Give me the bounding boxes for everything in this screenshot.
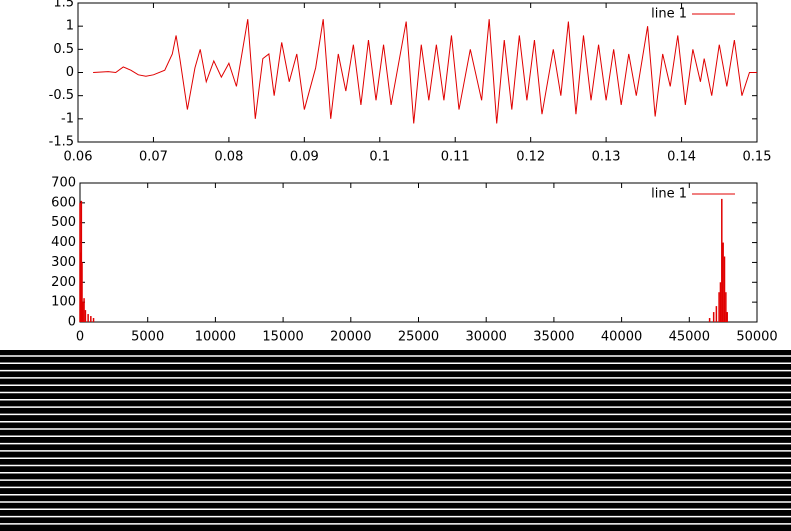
x-tick-label: 0 [76,330,84,345]
x-tick-label: 0.09 [290,150,319,165]
x-tick-label: 0.12 [516,150,545,165]
y-tick-label: 300 [51,255,76,270]
x-tick-label: 5000 [131,330,164,345]
legend-label: line 1 [651,7,687,22]
y-tick-label: 500 [51,215,76,230]
y-tick-label: 1 [66,19,74,34]
x-tick-label: 45000 [669,330,710,345]
x-tick-label: 40000 [601,330,642,345]
plot-frame [77,2,758,143]
x-tick-label: 0.13 [592,150,621,165]
x-tick-label: 0.14 [667,150,696,165]
terminal-area [0,350,791,531]
x-tick-label: 0.11 [441,150,470,165]
x-tick-label: 0.07 [139,150,168,165]
x-tick-label: 30000 [466,330,507,345]
y-tick-label: -1 [61,111,74,126]
x-tick-label: 20000 [330,330,371,345]
y-tick-label: -1.5 [49,135,74,150]
x-tick-label: 0.15 [743,150,772,165]
x-tick-label: 25000 [398,330,439,345]
x-tick-label: 35000 [533,330,574,345]
x-tick-label: 50000 [736,330,777,345]
y-tick-label: -0.5 [49,88,74,103]
x-tick-label: 0.1 [369,150,390,165]
y-tick-label: 1.5 [53,0,74,11]
x-tick-label: 0.06 [64,150,93,165]
y-tick-label: 400 [51,235,76,250]
plot-frame [79,182,758,323]
y-tick-label: 0 [66,65,74,80]
x-tick-label: 10000 [195,330,236,345]
data-line [93,19,757,124]
legend-label: line 1 [651,187,687,202]
y-tick-label: 0 [68,315,76,330]
y-tick-label: 200 [51,275,76,290]
x-tick-label: 0.08 [214,150,243,165]
y-tick-label: 600 [51,195,76,210]
y-tick-label: 700 [51,176,76,191]
y-tick-label: 0.5 [53,42,74,57]
y-tick-label: 100 [51,295,76,310]
x-tick-label: 15000 [262,330,303,345]
